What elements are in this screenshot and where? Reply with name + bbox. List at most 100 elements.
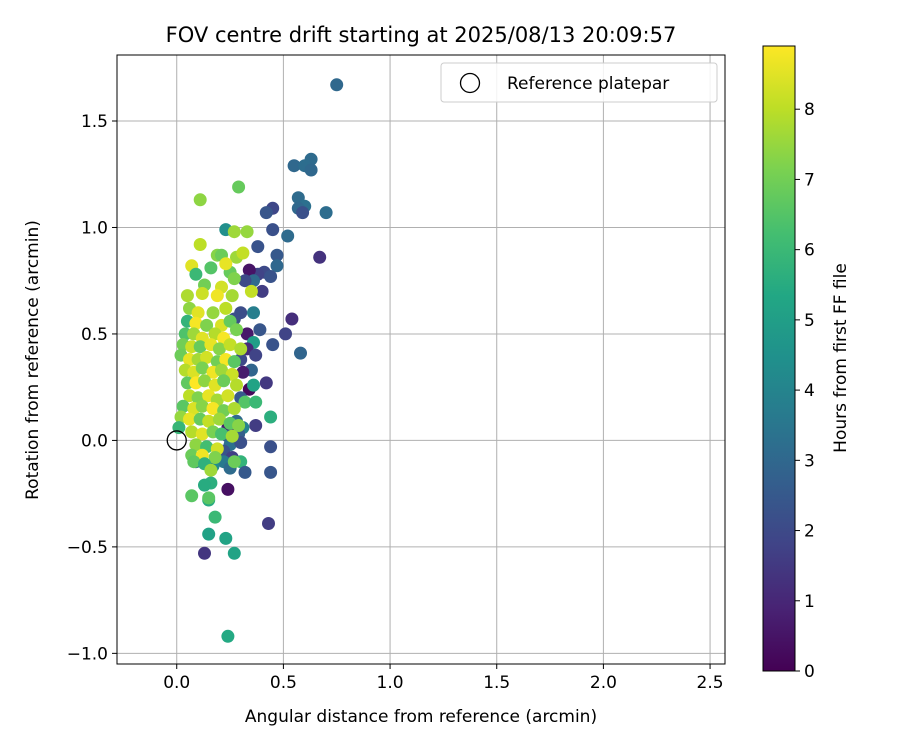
data-point <box>210 289 224 303</box>
colorbar-tick-label: 8 <box>804 100 815 120</box>
x-tick-label: 0.5 <box>270 673 297 693</box>
y-tick-label: 0.5 <box>81 325 108 345</box>
data-point <box>230 378 243 392</box>
colorbar-tick-label: 4 <box>804 381 815 401</box>
data-point <box>198 478 211 492</box>
data-point <box>264 465 278 479</box>
data-point <box>172 421 186 435</box>
colorbar-label: Hours from first FF file <box>831 263 851 453</box>
data-point <box>193 238 207 251</box>
data-point <box>215 427 228 441</box>
data-point <box>185 489 199 503</box>
legend-label-reference: Reference platepar <box>507 74 669 94</box>
data-point <box>217 374 231 388</box>
y-tick-label: 1.0 <box>81 218 108 238</box>
data-point <box>212 412 226 426</box>
x-tick-label: 0.0 <box>163 673 190 693</box>
data-point <box>212 342 226 356</box>
x-axis-label: Angular distance from reference (arcmin) <box>245 707 597 727</box>
data-point <box>238 274 252 288</box>
data-point <box>296 206 310 220</box>
data-point <box>270 259 284 273</box>
y-tick-label: −1.0 <box>67 644 108 664</box>
data-point <box>266 223 280 237</box>
chart-title: FOV centre drift starting at 2025/08/13 … <box>166 23 677 47</box>
data-point <box>202 527 216 541</box>
data-point <box>262 517 275 530</box>
y-tick-label: −0.5 <box>67 538 108 558</box>
data-point <box>230 323 243 337</box>
colorbar-tick-label: 0 <box>804 662 815 682</box>
plot-frame <box>116 54 726 665</box>
data-point <box>189 438 203 452</box>
data-point <box>247 378 260 392</box>
data-point <box>304 163 318 177</box>
data-point <box>249 419 263 432</box>
data-point <box>238 395 252 409</box>
data-point <box>270 248 284 262</box>
data-point <box>247 306 260 320</box>
x-axis-ticks: 0.0 0.5 1.0 1.5 2.0 2.5 <box>163 664 724 693</box>
data-point <box>191 306 205 320</box>
data-point <box>227 402 241 415</box>
y-tick-label: 1.5 <box>81 112 108 132</box>
data-point <box>227 272 241 286</box>
data-point <box>236 365 250 379</box>
colorbar-tick-label: 2 <box>804 522 815 542</box>
data-point <box>259 206 273 220</box>
legend-marker-reference <box>459 72 481 94</box>
data-point <box>195 361 209 375</box>
data-point <box>183 412 196 426</box>
data-point <box>264 270 278 283</box>
data-point <box>204 261 218 275</box>
data-point <box>176 399 190 413</box>
data-point <box>287 159 301 173</box>
data-point <box>189 316 203 330</box>
data-point <box>221 482 235 496</box>
data-point <box>266 338 280 352</box>
data-point <box>232 419 246 432</box>
data-point <box>285 312 299 326</box>
data-point <box>240 225 254 239</box>
data-point <box>313 250 327 264</box>
data-point <box>238 465 252 479</box>
colorbar-tick-label: 7 <box>804 170 815 190</box>
data-point <box>221 629 235 643</box>
data-point <box>206 402 220 415</box>
data-point <box>255 284 269 298</box>
data-point <box>219 257 233 271</box>
x-tick-label: 1.5 <box>483 673 510 693</box>
colorbar: 0 1 2 3 4 5 6 7 8 Hours from first FF file <box>762 45 851 682</box>
data-point <box>219 301 233 315</box>
colorbar-tick-label: 1 <box>804 592 815 612</box>
y-axis-ticks: −1.0 −0.5 0.0 0.5 1.0 1.5 <box>67 112 117 664</box>
data-point <box>232 180 246 194</box>
data-point <box>249 395 263 409</box>
data-point <box>187 455 201 469</box>
data-point <box>225 429 239 443</box>
colorbar-tick-label: 5 <box>804 311 815 331</box>
data-point <box>195 287 209 300</box>
data-point <box>279 327 292 341</box>
data-point <box>204 463 218 477</box>
data-point <box>208 451 222 464</box>
data-point <box>189 267 203 281</box>
data-point <box>234 342 248 356</box>
data-point <box>202 491 216 505</box>
y-tick-label: 0.0 <box>81 431 108 451</box>
data-point <box>227 225 241 239</box>
data-point <box>227 546 241 560</box>
data-point <box>180 289 194 303</box>
data-point <box>208 510 222 524</box>
legend: Reference platepar <box>440 62 718 103</box>
colorbar-ticks: 0 1 2 3 4 5 6 7 8 <box>795 100 815 682</box>
data-point <box>198 374 211 388</box>
data-point <box>206 306 220 320</box>
data-point <box>200 318 214 332</box>
data-point <box>195 427 209 441</box>
data-point <box>200 350 214 364</box>
data-point <box>195 399 209 413</box>
grid <box>117 55 725 664</box>
data-point <box>264 440 278 454</box>
y-axis-label: Rotation from reference (arcmin) <box>23 220 43 500</box>
